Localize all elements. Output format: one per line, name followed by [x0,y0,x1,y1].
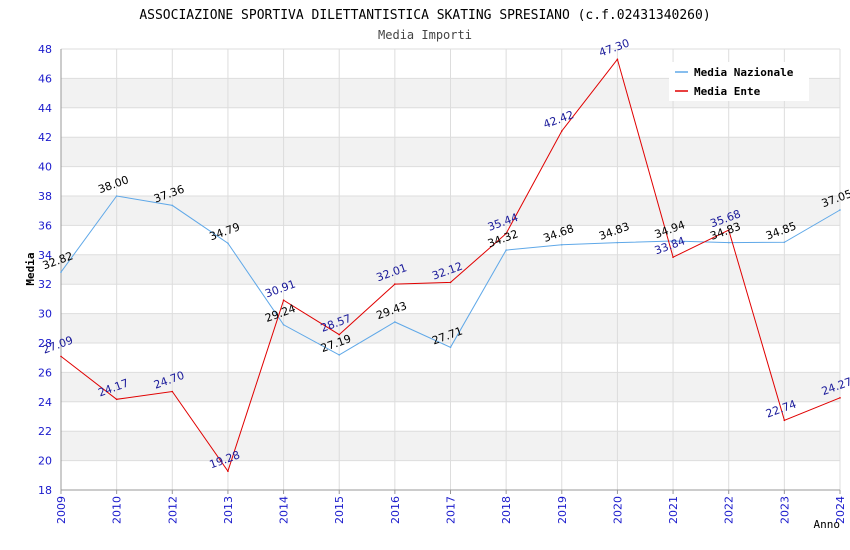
legend: Media Nazionale Media Ente [669,62,809,101]
chart-subtitle: Media Importi [378,28,472,42]
data-point [616,58,619,61]
axes [60,49,841,494]
x-tick-label: 2010 [111,496,124,524]
x-tick-label: 2018 [500,496,513,524]
y-tick-label: 38 [38,190,52,203]
series-lines [60,58,841,473]
y-tick-label: 46 [38,72,52,85]
data-point [560,244,563,246]
y-tick-label: 42 [38,131,52,144]
x-tick-label: 2021 [667,496,680,524]
x-tick-label: 2012 [166,496,179,524]
y-tick-label: 26 [38,366,52,379]
y-tick-label: 28 [38,337,52,350]
data-label: 42.42 [542,108,576,131]
data-point [338,333,341,336]
data-point [60,271,62,273]
x-tick-label: 2016 [389,496,402,524]
y-tick-label: 40 [38,161,52,174]
data-point [449,346,452,349]
data-point [560,130,563,132]
chart-title: ASSOCIAZIONE SPORTIVA DILETTANTISTICA SK… [139,8,710,23]
data-point [839,397,841,399]
data-point [783,419,786,422]
data-point [115,398,118,401]
x-tick-label: 2017 [445,496,458,524]
x-tick-label: 2023 [778,496,791,524]
data-point [171,204,174,207]
data-label: 38.00 [96,173,130,196]
data-point [672,240,674,242]
data-point [839,209,841,211]
x-tick-label: 2019 [556,496,569,524]
data-point [449,281,452,284]
data-point [505,249,507,251]
x-tick-label: 2015 [333,496,346,524]
data-point [672,256,674,258]
data-point [171,390,174,393]
data-point [227,470,229,472]
data-point [338,354,341,356]
data-point [727,229,730,231]
y-tick-label: 48 [38,43,52,56]
data-point [394,283,396,285]
x-tick-label: 2022 [723,496,736,524]
data-point [60,355,62,358]
y-tick-label: 34 [38,249,52,262]
legend-label: Media Nazionale [694,66,794,79]
y-axis-label: Media [24,252,37,285]
data-point [394,321,396,323]
data-point [227,242,229,244]
y-tick-label: 36 [38,219,52,232]
y-tick-label: 30 [38,308,52,321]
data-point [616,241,619,244]
legend-box [669,62,809,101]
data-point [727,241,730,244]
x-axis-label: Anno [814,518,841,531]
data-point [282,299,285,302]
y-tick-labels: 18 20 22 24 26 28 30 32 34 36 38 40 42 44 46 48 [38,43,52,497]
y-tick-label: 44 [38,102,52,115]
x-tick-label: 2009 [55,496,68,524]
data-point [783,241,786,244]
y-tick-label: 24 [38,396,52,409]
x-tick-labels: 2009 2010 2012 2013 2014 2015 2016 2017 2018 2019… [55,496,847,524]
data-label: 47.30 [597,37,631,60]
x-tick-label: 2024 [834,496,847,524]
data-point [115,195,118,197]
x-tick-label: 2014 [278,496,291,524]
y-tick-label: 32 [38,278,52,291]
y-tick-label: 22 [38,425,52,438]
x-tick-label: 2013 [222,496,235,524]
x-tick-label: 2020 [611,496,624,524]
legend-label: Media Ente [694,85,761,98]
data-point [282,323,285,326]
data-point [505,232,507,235]
y-tick-label: 18 [38,484,52,497]
y-tick-label: 20 [38,455,52,468]
